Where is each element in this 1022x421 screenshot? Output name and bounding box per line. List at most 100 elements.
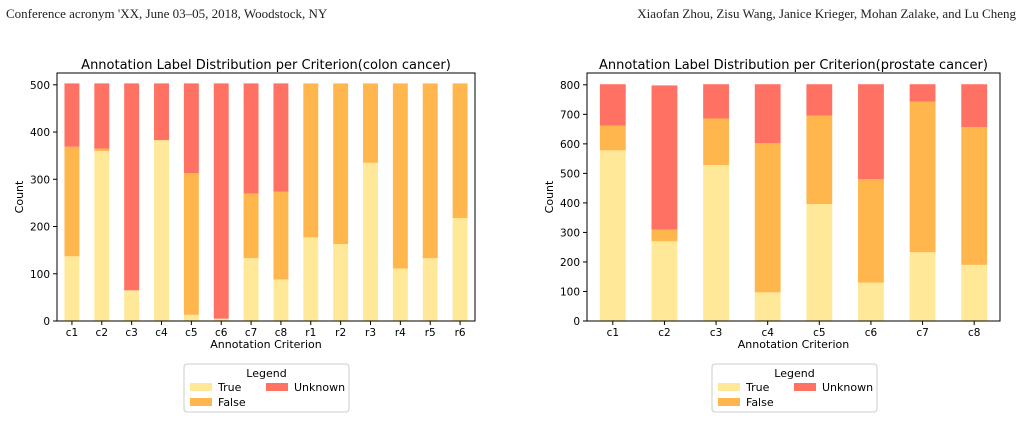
bar-r2-true (333, 244, 349, 321)
y-tick-label-500: 500 (30, 80, 50, 92)
y-tick-label-700: 700 (560, 109, 580, 121)
y-tick-label-300: 300 (560, 227, 580, 239)
x-tick-label-c2: c2 (658, 327, 670, 339)
bar-c6-unknown (213, 83, 229, 319)
bar-c2-false (651, 229, 678, 242)
bar-r3-false (363, 83, 378, 163)
bar-c1-false (64, 146, 80, 257)
bar-c2-unknown (94, 83, 110, 149)
plot-frame (56, 72, 476, 322)
bar-c4-unknown (154, 83, 169, 141)
x-axis-label: Annotation Criterion (738, 338, 849, 351)
legend-swatch-true (718, 383, 740, 391)
y-tick-label-0: 0 (573, 316, 580, 328)
bar-c5-true (806, 204, 833, 321)
x-tick-label-r2: r2 (335, 327, 346, 339)
bar-r4-false (392, 83, 408, 269)
bar-c2-true (651, 241, 678, 321)
y-tick-label-100: 100 (30, 269, 50, 281)
legend-swatch-false (718, 398, 740, 406)
x-tick-label-c2: c2 (96, 327, 108, 339)
bar-c8-true (961, 264, 988, 321)
legend-label-true: True (745, 381, 770, 394)
bar-c3-false (703, 118, 729, 166)
x-tick-label-c8: c8 (275, 327, 287, 339)
bar-c3-unknown (703, 84, 729, 119)
bar-r6-true (452, 218, 468, 321)
bar-r5-true (422, 258, 438, 321)
y-axis-label: Count (543, 180, 556, 213)
bar-c8-false (961, 127, 988, 265)
bar-c4-true (754, 292, 781, 321)
y-tick-label-300: 300 (30, 174, 50, 186)
x-tick-label-c6: c6 (215, 327, 228, 339)
legend-swatch-unknown (794, 383, 816, 391)
bar-c1-true (64, 256, 80, 321)
bar-r1-true (303, 237, 319, 321)
bar-c5-true (183, 314, 199, 321)
bar-c7-true (243, 258, 259, 321)
bar-r3-true (363, 162, 378, 321)
bar-c6-true (858, 282, 884, 321)
x-tick-label-c7: c7 (245, 327, 257, 339)
bar-c7-false (243, 193, 259, 259)
y-tick-label-100: 100 (560, 286, 580, 298)
bar-c3-true (703, 165, 729, 321)
y-tick-label-0: 0 (43, 316, 50, 328)
x-tick-label-r1: r1 (305, 327, 316, 339)
bar-c3-true (124, 290, 140, 321)
legend-label-unknown: Unknown (822, 381, 873, 394)
bar-c1-false (599, 125, 626, 151)
bar-c8-false (273, 191, 289, 280)
running-head-left: Conference acronym 'XX, June 03–05, 2018… (6, 6, 328, 21)
y-tick-label-400: 400 (30, 127, 50, 139)
x-tick-label-c7: c7 (916, 327, 928, 339)
x-tick-label-c5: c5 (813, 327, 825, 339)
legend-label-true: True (217, 381, 242, 394)
legend-swatch-false (190, 398, 212, 406)
y-tick-label-800: 800 (560, 80, 580, 92)
bar-c4-true (154, 140, 169, 321)
bar-c7-unknown (909, 84, 936, 102)
bar-c6-true (213, 318, 229, 321)
legend-label-false: False (746, 396, 774, 409)
x-tick-label-r5: r5 (425, 327, 436, 339)
x-tick-label-c3: c3 (125, 327, 137, 339)
x-tick-label-c4: c4 (761, 327, 774, 339)
y-tick-label-200: 200 (560, 257, 580, 269)
bar-c2-true (94, 150, 110, 321)
bar-c1-unknown (599, 84, 626, 126)
x-tick-label-c3: c3 (710, 327, 722, 339)
bar-c5-unknown (806, 84, 833, 116)
bar-r5-false (422, 83, 438, 259)
x-tick-label-c6: c6 (865, 327, 878, 339)
y-tick-label-200: 200 (30, 222, 50, 234)
x-tick-label-c4: c4 (155, 327, 168, 339)
bar-c4-unknown (754, 84, 781, 144)
legend-swatch-true (190, 383, 212, 391)
legend-title: Legend (246, 367, 286, 380)
legend-swatch-unknown (266, 383, 288, 391)
bar-c1-unknown (64, 83, 80, 147)
bar-r2-false (333, 83, 349, 245)
x-tick-label-r3: r3 (365, 327, 376, 339)
bar-c6-false (858, 179, 884, 283)
bar-c5-false (806, 115, 833, 205)
chart-title: Annotation Label Distribution per Criter… (599, 58, 988, 73)
x-tick-label-r4: r4 (395, 327, 406, 339)
x-tick-label-r6: r6 (455, 327, 466, 339)
plot-frame (586, 72, 1001, 322)
bar-c5-unknown (183, 83, 199, 174)
y-tick-label-400: 400 (560, 198, 580, 210)
bar-c7-false (909, 101, 936, 253)
bar-c6-unknown (858, 84, 884, 180)
bar-c7-true (909, 252, 936, 321)
y-tick-label-600: 600 (560, 139, 580, 151)
legend-label-unknown: Unknown (294, 381, 345, 394)
y-tick-label-500: 500 (560, 168, 580, 180)
x-tick-label-c8: c8 (968, 327, 980, 339)
bar-c8-unknown (961, 84, 988, 128)
bar-r1-false (303, 83, 319, 238)
